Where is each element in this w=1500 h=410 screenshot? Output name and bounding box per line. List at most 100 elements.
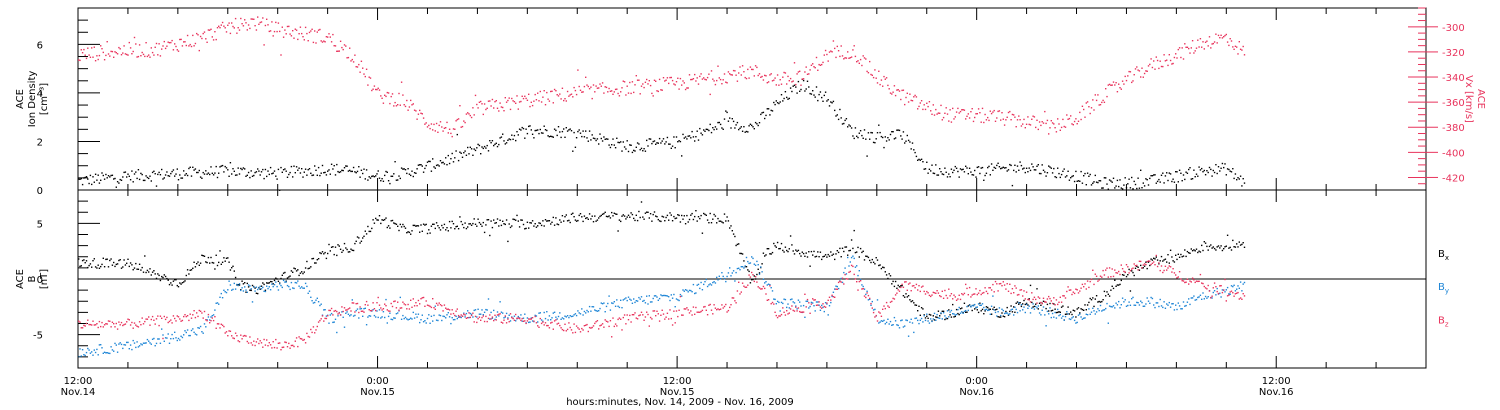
bx-point	[246, 282, 248, 285]
bz-point	[333, 310, 335, 312]
vx-point	[638, 79, 640, 81]
bz-point	[1137, 269, 1139, 271]
bx-point	[491, 226, 494, 229]
density-point	[1185, 171, 1187, 173]
vx-point	[849, 57, 851, 59]
bx-point	[747, 269, 749, 271]
bz-point	[1167, 267, 1169, 269]
bz-point	[821, 307, 823, 309]
bz-point	[731, 297, 733, 299]
bz-point	[375, 309, 377, 312]
bx-point	[547, 220, 549, 222]
bx-point	[161, 275, 163, 278]
by-point	[253, 286, 255, 288]
bx-point	[1040, 304, 1042, 306]
by-point	[865, 293, 867, 296]
vx-point	[1145, 70, 1147, 72]
by-point	[709, 283, 711, 285]
by-point	[1090, 311, 1093, 313]
bz-point	[491, 316, 494, 318]
density-point	[1175, 171, 1177, 173]
by-point	[998, 307, 1001, 309]
density-point	[767, 108, 770, 110]
vx-point	[1089, 112, 1091, 115]
density-point	[691, 130, 693, 133]
vx-point	[1050, 120, 1052, 122]
bx-point	[731, 230, 733, 232]
density-point	[1128, 178, 1130, 180]
bz-point	[111, 321, 114, 323]
vx-point	[341, 46, 343, 49]
density-point	[636, 142, 639, 144]
bz-point	[461, 315, 464, 317]
bz-point	[627, 319, 630, 321]
vx-point	[883, 75, 885, 78]
vx-point	[1019, 119, 1021, 121]
vx-point	[253, 18, 255, 20]
by-point	[93, 349, 95, 351]
vx-point	[389, 102, 391, 105]
bx-point	[809, 265, 811, 267]
density-point	[774, 103, 776, 106]
density-point	[285, 170, 287, 172]
by-point	[568, 316, 570, 319]
bx-point	[98, 267, 101, 269]
vx-point	[531, 104, 534, 107]
bx-point	[1180, 253, 1182, 256]
bz-point	[290, 344, 293, 347]
bx-point	[815, 255, 818, 258]
vx-point	[631, 81, 634, 83]
by-point	[279, 283, 281, 285]
bx-point	[411, 230, 413, 232]
vx-point	[717, 65, 719, 67]
bx-point	[840, 256, 842, 258]
by-point	[207, 316, 210, 318]
bz-point	[769, 285, 771, 287]
density-point	[745, 130, 748, 133]
bx-point	[531, 220, 534, 222]
density-point	[955, 167, 958, 169]
density-point	[914, 151, 916, 154]
vx-point	[1105, 88, 1107, 90]
bz-point	[998, 283, 1001, 285]
vx-point	[295, 29, 298, 31]
bz-point	[490, 318, 492, 320]
bz-point	[1204, 287, 1207, 289]
density-point	[787, 98, 789, 100]
by-point	[425, 322, 427, 324]
vx-point	[260, 21, 263, 23]
vx-point	[1202, 41, 1204, 43]
vx-point	[732, 69, 735, 72]
density-point	[177, 179, 180, 181]
bx-point	[168, 283, 171, 286]
bz-point	[1025, 291, 1028, 293]
vx-point	[146, 55, 149, 58]
vx-point	[330, 41, 333, 43]
density-point	[395, 179, 398, 181]
density-point	[155, 185, 158, 187]
bx-point	[1167, 254, 1169, 256]
bx-point	[1072, 309, 1074, 311]
bz-point	[896, 292, 898, 294]
vx-point	[240, 17, 242, 20]
bz-point	[905, 281, 907, 283]
bx-point	[281, 274, 283, 276]
bx-point	[1208, 245, 1211, 248]
by-point	[810, 301, 813, 304]
density-point	[522, 127, 525, 130]
by-point	[944, 315, 946, 317]
bx-point	[93, 258, 95, 260]
bx-point	[308, 267, 311, 269]
density-point	[598, 143, 600, 145]
density-point	[513, 134, 516, 137]
by-point	[911, 322, 914, 324]
by-point	[107, 352, 110, 354]
bx-point	[918, 305, 920, 307]
by-point	[242, 290, 245, 292]
by-point	[674, 306, 676, 308]
by-point	[1197, 296, 1199, 299]
density-point	[818, 93, 820, 96]
bottom-left-tick-label: -5	[33, 331, 43, 342]
bx-point	[651, 220, 653, 222]
bx-point	[1163, 259, 1165, 261]
